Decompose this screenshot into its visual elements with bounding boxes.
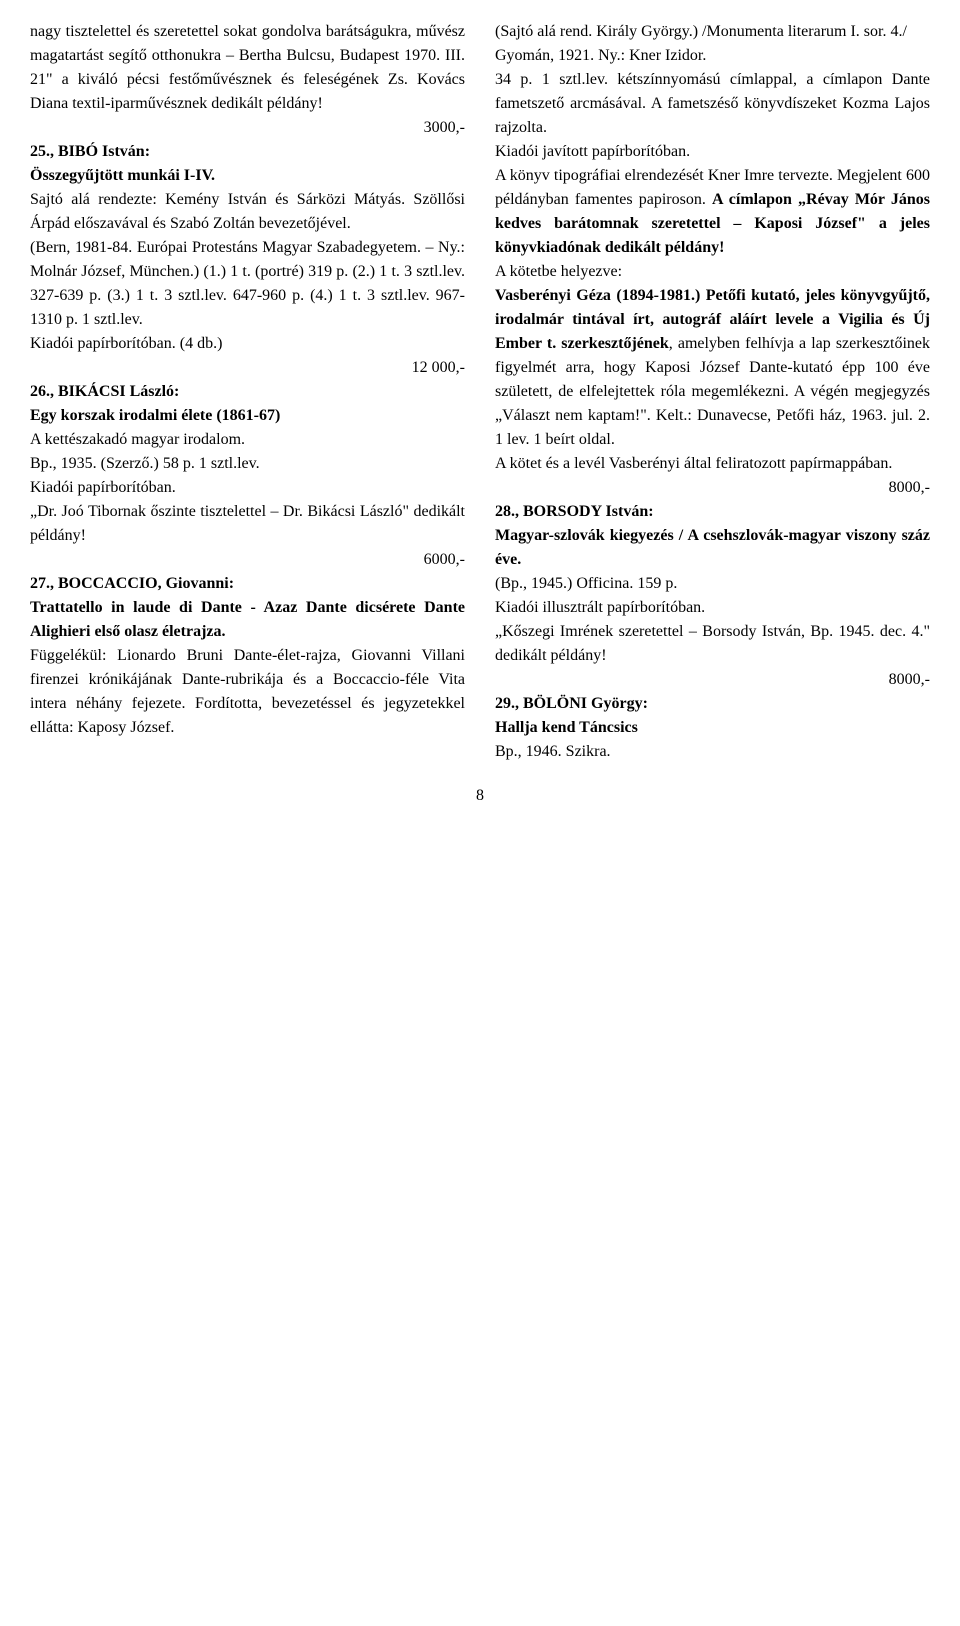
entry-29-title: Hallja kend Táncsics [495, 719, 638, 736]
entry-27-body: Függelékül: Lionardo Bruni Dante-­élet-r… [30, 644, 465, 740]
entry-27-continuation: (Sajtó alá rend. Király György.) /Monume… [495, 20, 930, 260]
right-column: (Sajtó alá rend. Király György.) /Monume… [495, 20, 930, 764]
entry-26-title: Egy korszak irodalmi élete (1861-67) [30, 407, 280, 424]
entry-27-helyezve: A kötetbe helyezve: [495, 260, 930, 284]
entry-25-title: Összegyűjtött munkái I-IV. [30, 167, 215, 184]
entry-27-rest: , amelyben felhívja a lap szerkesz­tőine… [495, 335, 930, 472]
entry-29-header: 29., BÖLÖNI György: [495, 695, 648, 712]
entry-26-header: 26., BIKÁCSI László: [30, 383, 179, 400]
entry-26-price: 6000,- [30, 548, 465, 572]
entry-26-body: A kettészakadó magyar irodalom. Bp., 193… [30, 428, 465, 548]
entry-25-header: 25., BIBÓ István: [30, 143, 150, 160]
entry-24-continuation: nagy tisztelettel és szeretettel sokat g… [30, 20, 465, 116]
left-column: nagy tisztelettel és szeretettel sokat g… [30, 20, 465, 764]
entry-28-body: (Bp., 1945.) Officina. 159 p. Kiadói ill… [495, 572, 930, 668]
entry-25-body: Sajtó alá rendezte: Kemény István és Sár… [30, 188, 465, 356]
entry-27-header: 27., BOCCACCIO, Giovanni: [30, 575, 234, 592]
entry-25-price: 12 000,- [30, 356, 465, 380]
entry-28-header: 28., BORSODY István: [495, 503, 654, 520]
entry-29-body: Bp., 1946. Szikra. [495, 740, 930, 764]
entry-28-price: 8000,- [495, 668, 930, 692]
page-number: 8 [30, 784, 930, 808]
entry-28-title: Magyar-szlovák kiegyezés / A cseh­szlová… [495, 527, 930, 568]
entry-24-price: 3000,- [30, 116, 465, 140]
entry-27-title: Trattatello in laude di Dante - Azaz Dan… [30, 599, 465, 640]
entry-27-price: 8000,- [495, 476, 930, 500]
page-columns: nagy tisztelettel és szeretettel sokat g… [30, 20, 930, 764]
entry-27-vasberenyi-section: Vasberényi Géza (1894-1981.) Petőfi kuta… [495, 284, 930, 476]
